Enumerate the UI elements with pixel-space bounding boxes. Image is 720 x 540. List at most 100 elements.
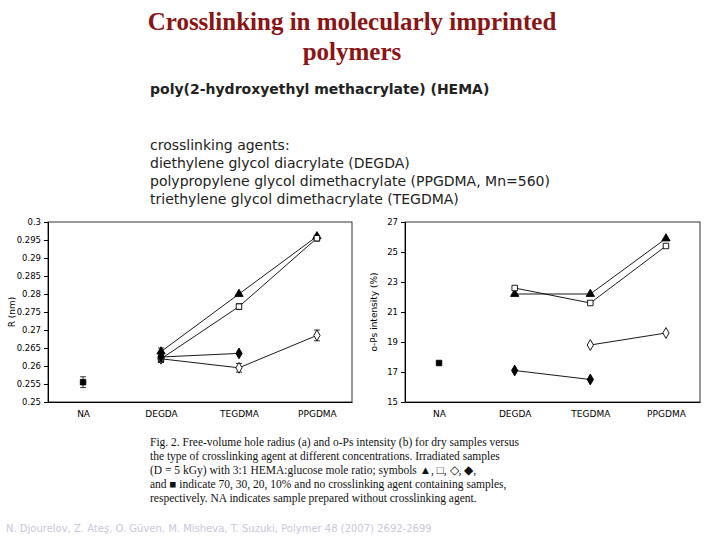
y-tick-mark bbox=[401, 372, 405, 373]
y-tick: 0.275 bbox=[17, 307, 48, 317]
x-tick: NA bbox=[77, 409, 91, 419]
x-tick-label: NA bbox=[433, 409, 447, 419]
marker bbox=[314, 330, 320, 341]
marker bbox=[236, 304, 241, 309]
x-tick: PPGDMA bbox=[298, 409, 338, 419]
y-tick: 19 bbox=[387, 337, 405, 347]
y-tick-mark bbox=[44, 402, 48, 403]
x-axis: NA DEGDA TEGDMA PPGDMA bbox=[49, 403, 353, 420]
y-tick: 0.3 bbox=[27, 217, 48, 227]
x-tick: NA bbox=[433, 409, 447, 419]
x-tick: PPGDMA bbox=[647, 409, 687, 419]
y-tick-label: 27 bbox=[387, 217, 398, 227]
chart: 15171921232527NADEGDATEGDMAPPGDMAo-Ps in… bbox=[369, 217, 701, 419]
y-tick-mark bbox=[44, 384, 48, 385]
y-tick-label: 0.29 bbox=[22, 253, 41, 263]
plot-area bbox=[80, 232, 321, 388]
y-tick-label: 21 bbox=[387, 307, 398, 317]
citation: N. Djourelov, Z. Ateş, O. Güven, M. Mish… bbox=[6, 523, 432, 534]
marker bbox=[587, 374, 593, 385]
series bbox=[158, 348, 242, 362]
error-bar bbox=[236, 304, 242, 310]
marker bbox=[80, 379, 85, 384]
y-tick: 0.255 bbox=[17, 379, 48, 389]
marker bbox=[662, 234, 670, 241]
y-tick-label: 0.255 bbox=[17, 379, 41, 389]
series-line bbox=[161, 236, 317, 351]
y-tick-mark bbox=[401, 402, 405, 403]
caption: Fig. 2. Free-volume hole radius (a) and … bbox=[150, 436, 519, 449]
marker bbox=[586, 289, 594, 296]
error-cap bbox=[80, 376, 86, 377]
y-tick: 0.25 bbox=[22, 397, 48, 407]
y-tick-mark bbox=[44, 222, 48, 223]
x-tick-label: DEGDA bbox=[145, 409, 178, 419]
x-tick: TEGDMA bbox=[570, 409, 611, 419]
marker bbox=[663, 328, 669, 339]
y-tick-label: 17 bbox=[387, 367, 398, 377]
agent: polypropylene glycol dimethacrylate (PPG… bbox=[150, 173, 550, 189]
error-bar bbox=[80, 377, 86, 388]
x-axis: NA DEGDA TEGDMA PPGDMA bbox=[406, 403, 701, 420]
marker bbox=[436, 360, 441, 365]
marker bbox=[587, 340, 593, 351]
marker bbox=[512, 285, 517, 290]
y-tick-label: 0.3 bbox=[27, 217, 41, 227]
y-tick-label: 19 bbox=[387, 337, 398, 347]
chart: 0.25 0.255 0.26 0.265 0.27 0.275 0.28 0.285 0.29… bbox=[7, 217, 353, 419]
y-tick-mark bbox=[401, 312, 405, 313]
caption: (D = 5 kGy) with 3:1 HEMA:glucose mole r… bbox=[150, 464, 476, 477]
y-tick-label: 0.275 bbox=[17, 307, 41, 317]
y-tick: 25 bbox=[387, 247, 405, 257]
error-bar bbox=[314, 330, 320, 341]
y-tick: 23 bbox=[387, 277, 405, 287]
series-line bbox=[515, 371, 591, 380]
marker bbox=[235, 289, 243, 296]
x-tick: DEGDA bbox=[499, 409, 532, 419]
x-axis-line bbox=[49, 402, 353, 403]
x-tick-label: DEGDA bbox=[499, 409, 532, 419]
slide-title: polymers bbox=[303, 38, 402, 65]
x-tick: TEGDMA bbox=[219, 409, 260, 419]
plot-frame bbox=[405, 222, 700, 402]
y-axis-line bbox=[401, 223, 406, 403]
series-line bbox=[161, 353, 239, 357]
agent: diethylene glycol diacrylate (DEGDA) bbox=[150, 155, 410, 171]
plot-area bbox=[436, 234, 670, 385]
y-tick-mark bbox=[44, 258, 48, 259]
y-tick: 0.295 bbox=[17, 235, 48, 245]
y-tick: 17 bbox=[387, 367, 405, 377]
x-tick-label: TEGDMA bbox=[219, 409, 260, 419]
y-tick-label: 0.295 bbox=[17, 235, 41, 245]
y-tick-mark bbox=[44, 294, 48, 295]
y-tick-label: 25 bbox=[387, 247, 398, 257]
marker bbox=[314, 235, 319, 240]
series bbox=[587, 328, 669, 351]
y-tick-label: 0.28 bbox=[22, 289, 41, 299]
y-tick-mark bbox=[44, 240, 48, 241]
y-tick-mark bbox=[401, 282, 405, 283]
y-tick-label: 0.27 bbox=[22, 325, 41, 335]
y-tick-label: 0.265 bbox=[17, 343, 41, 353]
y-tick-mark bbox=[44, 312, 48, 313]
y-tick: 0.285 bbox=[17, 271, 48, 281]
y-tick-label: 23 bbox=[387, 277, 398, 287]
caption: and ■ indicate 70, 30, 20, 10% and no cr… bbox=[150, 478, 506, 491]
series bbox=[158, 330, 320, 373]
marker bbox=[158, 352, 164, 363]
y-tick: 0.265 bbox=[17, 343, 48, 353]
error-bar bbox=[314, 235, 320, 241]
x-tick-label: NA bbox=[77, 409, 91, 419]
y-axis-title: R (nm) bbox=[7, 297, 17, 328]
y-tick: 0.27 bbox=[22, 325, 48, 335]
series-line bbox=[590, 333, 666, 345]
marker bbox=[236, 348, 242, 359]
x-tick-label: PPGDMA bbox=[647, 409, 687, 419]
series bbox=[80, 377, 86, 388]
series bbox=[512, 365, 594, 385]
x-tick-label: TEGDMA bbox=[570, 409, 611, 419]
agent: triethylene glycol dimethacrylate (TEGDM… bbox=[150, 191, 459, 207]
slide-title: Crosslinking in molecularly imprinted bbox=[148, 8, 557, 35]
y-tick-label: 0.26 bbox=[22, 361, 41, 371]
y-axis-title: o-Ps intensity (%) bbox=[369, 272, 379, 351]
